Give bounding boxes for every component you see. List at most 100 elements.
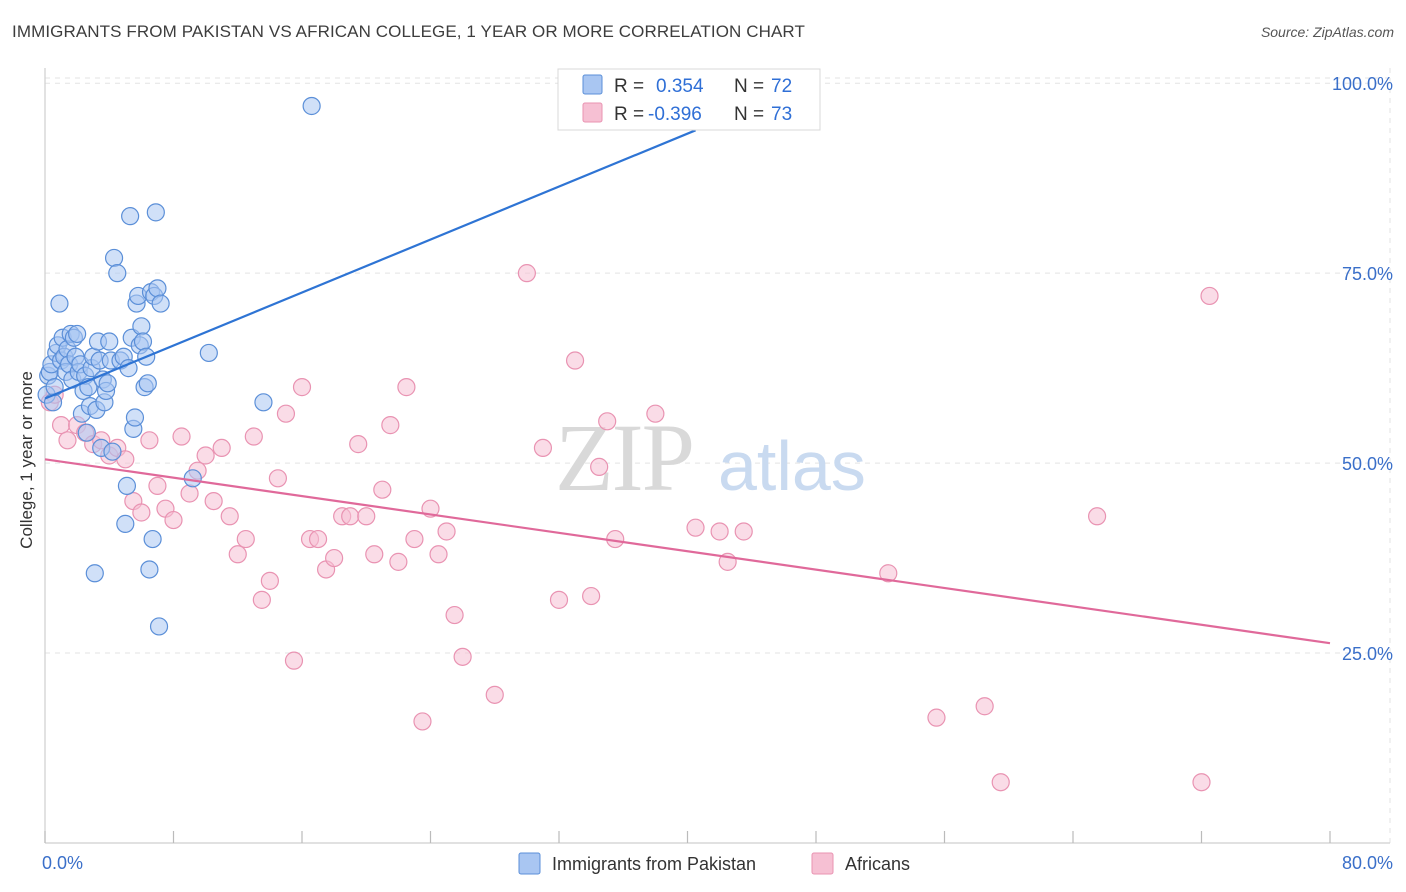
pakistan-point — [151, 294, 170, 313]
africans-point — [164, 510, 183, 530]
pakistan-points — [37, 74, 612, 636]
africans-point — [590, 457, 609, 476]
africans-point — [381, 416, 400, 435]
pakistan-point — [138, 374, 157, 393]
africans-point — [357, 507, 376, 526]
africans-point — [565, 351, 585, 370]
pakistan-point — [125, 408, 145, 427]
stats-r-label-blue: R = — [614, 76, 644, 97]
pakistan-point — [148, 279, 167, 298]
africans-point — [646, 404, 665, 423]
pakistan-point — [50, 294, 69, 313]
stats-n-label-blue: N = — [734, 76, 764, 97]
africans-point — [252, 590, 271, 609]
pakistan-point — [132, 317, 151, 336]
stats-n-value-pink: 73 — [771, 104, 792, 125]
pakistan-point — [302, 96, 321, 116]
pakistan-point — [143, 529, 162, 549]
africans-point — [533, 438, 553, 458]
africans-point — [397, 378, 416, 397]
africans-point — [453, 647, 472, 666]
tick-labels: 25.0% 50.0% 75.0% 100.0% 0.0% 80.0% — [42, 74, 1393, 873]
y-tick-label: 50.0% — [1342, 454, 1393, 474]
pakistan-point — [116, 514, 135, 533]
africans-point — [413, 712, 432, 731]
legend-label-pakistan: Immigrants from Pakistan — [552, 854, 756, 874]
stats-swatch-blue — [582, 74, 603, 95]
africans-point — [517, 264, 536, 283]
africans-points — [40, 264, 1219, 792]
africans-point — [236, 529, 255, 549]
pakistan-trend-line — [44, 129, 696, 400]
pakistan-point — [77, 423, 96, 442]
africans-point — [445, 605, 464, 625]
trend-lines — [44, 129, 1331, 645]
axes — [44, 68, 1390, 844]
africans-point — [598, 412, 617, 431]
africans-trend-line — [44, 458, 1331, 645]
pakistan-point — [108, 264, 127, 283]
africans-point — [485, 685, 504, 704]
africans-point — [349, 435, 368, 454]
pakistan-point — [117, 476, 137, 495]
source-credit: Source: ZipAtlas.com — [1260, 24, 1394, 40]
chart-title: IMMIGRANTS FROM PAKISTAN VS AFRICAN COLL… — [12, 22, 805, 41]
pakistan-point — [85, 564, 104, 583]
africans-point — [686, 518, 705, 537]
pakistan-point — [121, 207, 140, 226]
pakistan-point — [149, 617, 169, 636]
africans-point — [132, 503, 151, 522]
africans-point — [365, 545, 384, 564]
pakistan-point — [104, 248, 124, 268]
africans-point — [1192, 773, 1211, 792]
africans-point — [204, 491, 223, 511]
legend-swatch-africans — [811, 852, 834, 875]
africans-point — [268, 469, 288, 488]
africans-point — [180, 484, 199, 503]
africans-point — [991, 773, 1010, 792]
y-tick-label: 100.0% — [1332, 74, 1393, 94]
africans-point — [196, 446, 215, 465]
x-tick-label-min: 0.0% — [42, 853, 83, 873]
stats-n-label-pink: N = — [734, 104, 764, 125]
africans-point — [1087, 507, 1107, 526]
pakistan-point — [199, 343, 218, 363]
pakistan-point — [146, 203, 165, 222]
stats-r-value-pink: -0.396 — [648, 104, 702, 125]
africans-point — [308, 529, 328, 549]
y-axis-label: College, 1 year or more — [17, 371, 36, 549]
africans-point — [389, 552, 408, 571]
africans-point — [284, 651, 304, 670]
africans-point — [51, 416, 71, 435]
stats-swatch-pink — [582, 102, 603, 123]
africans-point — [325, 548, 344, 568]
pakistan-point — [68, 324, 87, 344]
watermark: ZIP atlas — [555, 404, 866, 511]
africans-point — [58, 431, 77, 450]
africans-point — [260, 571, 279, 590]
africans-point — [975, 697, 994, 716]
watermark-zip: ZIP — [555, 404, 693, 511]
africans-point — [710, 522, 729, 541]
africans-point — [148, 476, 167, 495]
africans-point — [341, 507, 360, 526]
pakistan-point — [254, 393, 273, 412]
stats-box: R = 0.354 N = 72 R = -0.396 N = 73 — [557, 68, 821, 131]
africans-point — [582, 586, 601, 606]
africans-point — [292, 378, 312, 397]
africans-point — [228, 545, 247, 564]
africans-point — [405, 529, 424, 549]
y-tick-label: 75.0% — [1342, 264, 1393, 284]
stats-r-value-blue: 0.354 — [656, 76, 704, 97]
africans-point — [927, 708, 946, 727]
africans-point — [429, 545, 448, 564]
africans-point — [276, 404, 296, 423]
africans-point — [1200, 286, 1219, 306]
africans-point — [734, 522, 753, 541]
legend-swatch-pakistan — [518, 852, 541, 875]
pakistan-point — [98, 374, 117, 393]
x-tick-label-max: 80.0% — [1342, 853, 1393, 873]
watermark-atlas: atlas — [718, 427, 866, 505]
pakistan-point — [140, 560, 159, 579]
